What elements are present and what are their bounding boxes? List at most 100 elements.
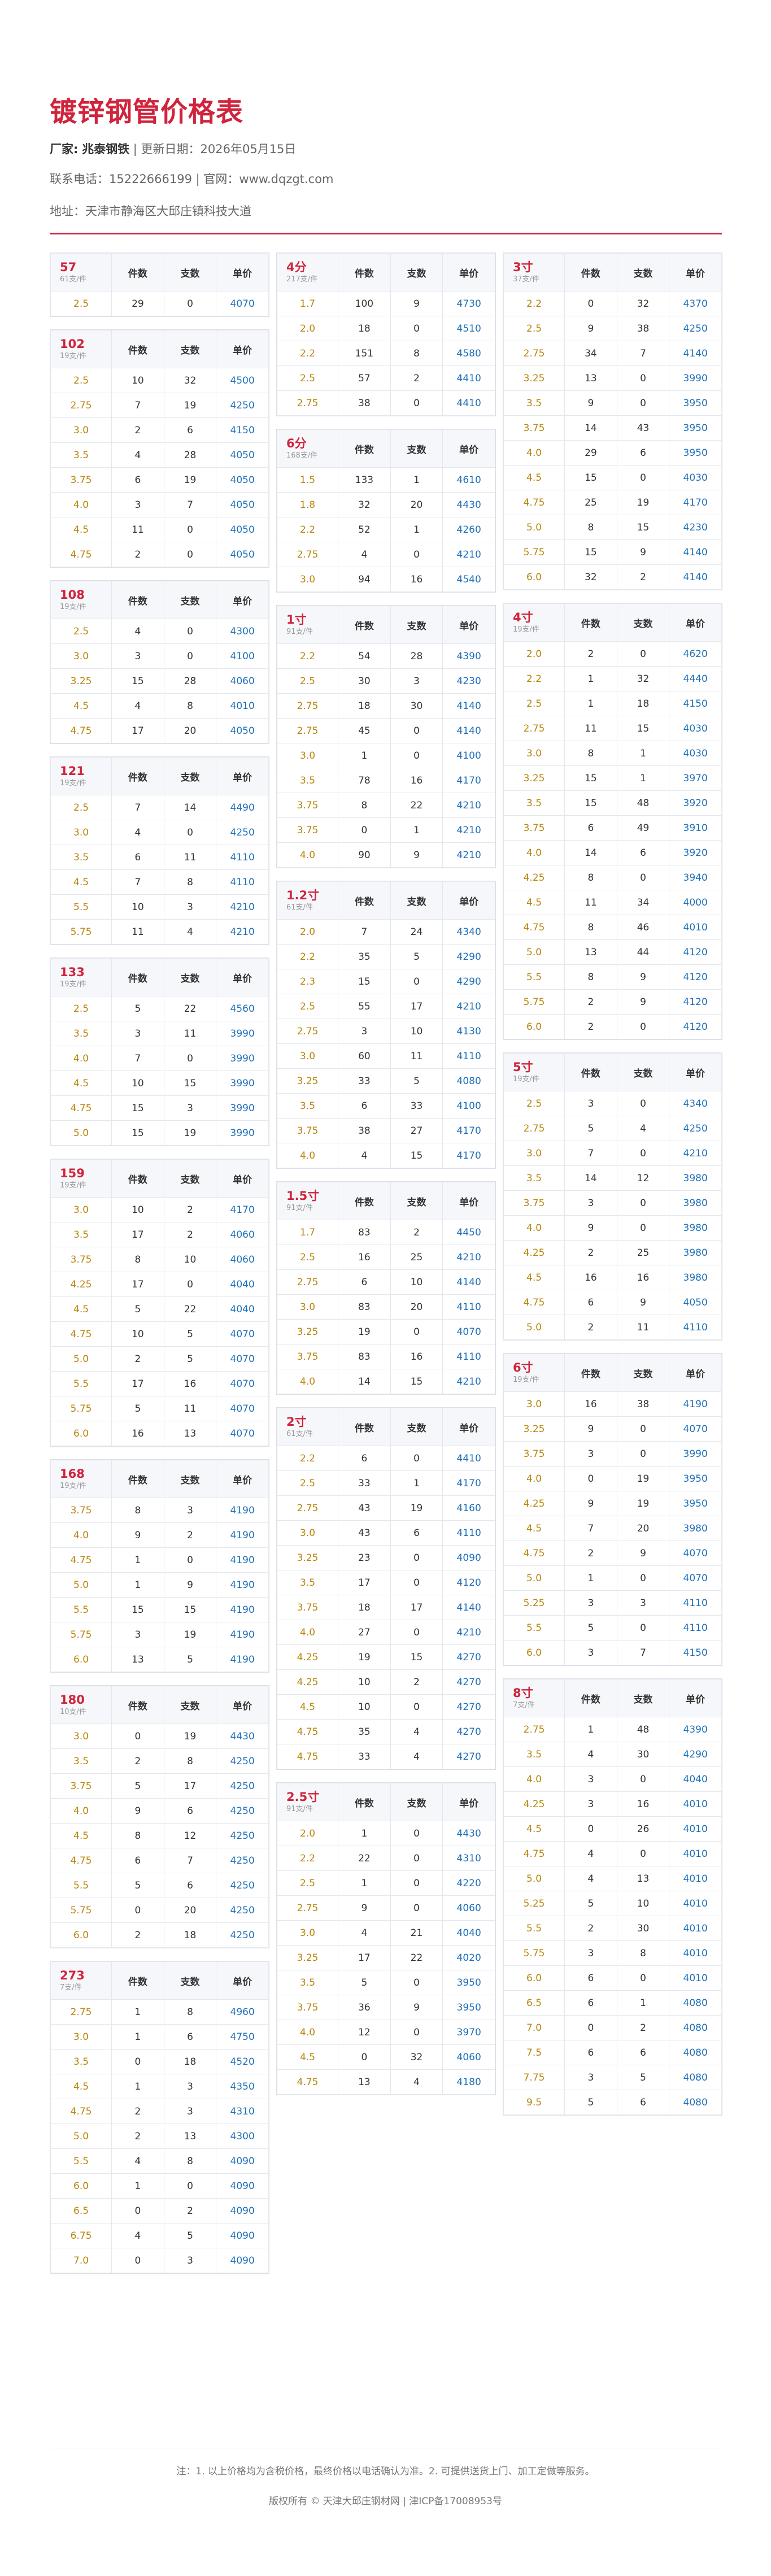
table-row: 2.0 18 0 4510 bbox=[276, 316, 495, 341]
table-row: 3.5 4 30 4290 bbox=[503, 1742, 722, 1767]
count-cell: 8 bbox=[111, 1247, 164, 1272]
pcs-cell: 0 bbox=[163, 643, 217, 669]
spec-table-card: 57 61支/件 件数 支数 单价 2.5 29 0 4070 bbox=[50, 253, 269, 317]
table-row: 2.2 52 1 4260 bbox=[276, 517, 495, 542]
count-header: 件数 bbox=[111, 330, 164, 368]
pcs-header: 支数 bbox=[616, 603, 670, 642]
pcs-cell: 26 bbox=[616, 1816, 670, 1842]
price-cell: 3950 bbox=[669, 415, 722, 441]
count-cell: 17 bbox=[338, 1945, 391, 1970]
price-cell: 4140 bbox=[669, 564, 722, 590]
table-row: 5.0 2 11 4110 bbox=[503, 1315, 722, 1340]
count-header: 件数 bbox=[564, 253, 617, 291]
price-cell: 4270 bbox=[442, 1744, 495, 1769]
price-cell: 3950 bbox=[669, 440, 722, 465]
table-row: 5.75 5 11 4070 bbox=[50, 1396, 269, 1421]
price-cell: 4560 bbox=[216, 996, 269, 1021]
spec-header: 1.2寸 61支/件 bbox=[276, 881, 339, 920]
price-cell: 4110 bbox=[669, 1615, 722, 1641]
pcs-cell: 20 bbox=[390, 492, 443, 517]
price-cell: 4190 bbox=[669, 1391, 722, 1417]
pcs-cell: 18 bbox=[163, 2049, 217, 2074]
table-row: 3.25 19 0 4070 bbox=[276, 1319, 495, 1344]
price-cell: 4180 bbox=[442, 2069, 495, 2095]
count-cell: 94 bbox=[338, 567, 391, 592]
pcs-cell: 21 bbox=[390, 1920, 443, 1946]
wall-thickness-cell: 2.75 bbox=[276, 693, 339, 719]
table-row: 4.0 0 19 3950 bbox=[503, 1466, 722, 1491]
price-cell: 4070 bbox=[216, 1346, 269, 1372]
wall-thickness-cell: 2.5 bbox=[276, 1470, 339, 1496]
pcs-header: 支数 bbox=[390, 1783, 443, 1821]
wall-thickness-cell: 3.5 bbox=[503, 790, 565, 816]
count-cell: 0 bbox=[111, 2198, 164, 2223]
price-cell: 4250 bbox=[669, 1116, 722, 1141]
count-header: 件数 bbox=[111, 958, 164, 997]
pcs-cell: 19 bbox=[390, 1495, 443, 1521]
count-cell: 8 bbox=[564, 741, 617, 766]
price-header: 单价 bbox=[442, 253, 495, 291]
pcs-header: 支数 bbox=[390, 881, 443, 920]
table-row: 3.0 3 0 4100 bbox=[50, 643, 269, 669]
pcs-cell: 11 bbox=[163, 845, 217, 870]
wall-thickness-cell: 5.75 bbox=[50, 919, 112, 945]
wall-thickness-cell: 5.5 bbox=[503, 1916, 565, 1941]
wall-thickness-cell: 5.25 bbox=[503, 1590, 565, 1616]
pcs-cell: 0 bbox=[163, 820, 217, 845]
spec-header: 273 7支/件 bbox=[50, 1961, 112, 2000]
count-cell: 17 bbox=[111, 1272, 164, 1297]
count-cell: 32 bbox=[338, 492, 391, 517]
count-cell: 1 bbox=[111, 2173, 164, 2199]
table-row: 2.75 5 4 4250 bbox=[503, 1116, 722, 1141]
spec-name: 6寸 bbox=[513, 1361, 533, 1374]
table-row: 3.0 16 38 4190 bbox=[503, 1391, 722, 1417]
table-row: 4.0 9 6 4250 bbox=[50, 1798, 269, 1824]
pcs-cell: 19 bbox=[163, 393, 217, 418]
price-cell: 4110 bbox=[216, 869, 269, 895]
pcs-cell: 38 bbox=[616, 1391, 670, 1417]
wall-thickness-cell: 5.75 bbox=[50, 1622, 112, 1647]
wall-thickness-cell: 4.5 bbox=[276, 1694, 339, 1720]
table-row: 2.75 11 15 4030 bbox=[503, 716, 722, 741]
pcs-cell: 0 bbox=[616, 1965, 670, 1991]
count-cell: 2 bbox=[564, 989, 617, 1015]
wall-thickness-cell: 5.5 bbox=[50, 1873, 112, 1898]
count-cell: 5 bbox=[111, 1873, 164, 1898]
pcs-cell: 8 bbox=[163, 1748, 217, 1774]
count-cell: 13 bbox=[564, 365, 617, 391]
table-row: 5.0 1 0 4070 bbox=[503, 1565, 722, 1591]
table-row: 5.0 4 13 4010 bbox=[503, 1866, 722, 1891]
spec-table-card: 121 19支/件 件数 支数 单价 2.5 7 14 4490 3.0 4 0 4250 3.5 6 11 4… bbox=[50, 756, 269, 945]
count-header: 件数 bbox=[338, 1783, 391, 1821]
count-cell: 18 bbox=[338, 693, 391, 719]
price-cell: 4070 bbox=[216, 1421, 269, 1446]
count-cell: 2 bbox=[111, 1346, 164, 1372]
table-row: 7.75 3 5 4080 bbox=[503, 2065, 722, 2090]
table-row: 3.5 6 11 4110 bbox=[50, 845, 269, 870]
wall-thickness-cell: 4.25 bbox=[503, 865, 565, 890]
wall-thickness-cell: 4.0 bbox=[50, 1046, 112, 1071]
table-row: 5.0 8 15 4230 bbox=[503, 515, 722, 540]
pcs-cell: 0 bbox=[616, 1091, 670, 1116]
spec-header: 57 61支/件 bbox=[50, 253, 112, 291]
spec-unit: 61支/件 bbox=[60, 275, 86, 284]
price-cell: 4430 bbox=[442, 492, 495, 517]
pcs-cell: 18 bbox=[616, 691, 670, 716]
table-row: 5.5 17 16 4070 bbox=[50, 1371, 269, 1396]
table-header-row: 2寸 61支/件 件数 支数 单价 bbox=[276, 1408, 495, 1446]
pcs-cell: 8 bbox=[163, 2148, 217, 2174]
wall-thickness-cell: 1.8 bbox=[276, 492, 339, 517]
pcs-cell: 9 bbox=[616, 539, 670, 565]
table-row: 5.75 3 19 4190 bbox=[50, 1622, 269, 1647]
wall-thickness-cell: 3.0 bbox=[50, 1197, 112, 1222]
price-cell: 3980 bbox=[669, 1265, 722, 1290]
table-row: 3.0 10 2 4170 bbox=[50, 1197, 269, 1222]
spec-header: 5寸 19支/件 bbox=[503, 1053, 565, 1091]
spec-header: 3寸 37支/件 bbox=[503, 253, 565, 291]
price-cell: 3950 bbox=[669, 1466, 722, 1491]
table-row: 3.5 15 48 3920 bbox=[503, 790, 722, 816]
pcs-cell: 16 bbox=[390, 567, 443, 592]
wall-thickness-cell: 4.0 bbox=[503, 1215, 565, 1241]
pcs-cell: 0 bbox=[390, 1446, 443, 1471]
pcs-cell: 5 bbox=[163, 1321, 217, 1347]
